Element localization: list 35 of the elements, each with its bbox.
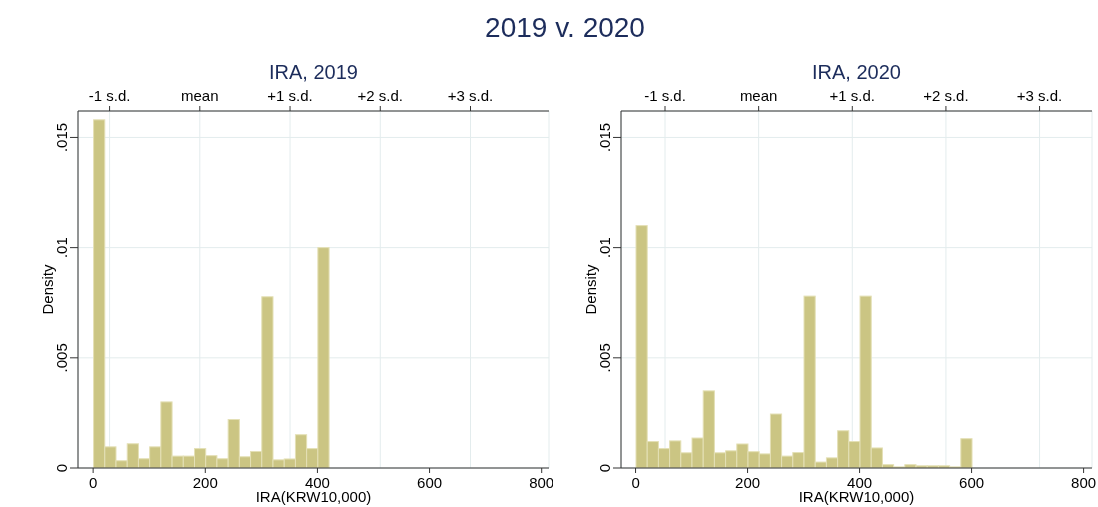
x2-tick-label: +2 s.d. [923, 87, 969, 104]
x-tick-label: 800 [529, 473, 555, 491]
y-tick-label: .005 [53, 343, 70, 373]
x-tick-label: 400 [847, 473, 873, 491]
x-tick-label: 600 [417, 473, 443, 491]
chart-title: IRA, 2020 [811, 60, 902, 85]
y-tick-label: 0 [596, 463, 613, 473]
x2-tick-label: mean [739, 87, 778, 104]
y-tick-label: .01 [53, 237, 70, 259]
x2-tick-label: +3 s.d. [447, 87, 494, 104]
x-tick-label: 600 [959, 473, 985, 491]
y-tick-label: .015 [596, 122, 613, 153]
x-tick-label: 0 [631, 473, 640, 491]
x-axis-title: IRA(KRW10,000) [798, 488, 915, 505]
x-axis-title: IRA(KRW10,000) [255, 488, 372, 505]
x-tick-label: 400 [304, 473, 330, 491]
x-tick-label: 0 [88, 473, 98, 491]
x2-tick-label: +2 s.d. [357, 87, 403, 104]
x2-tick-label: mean [181, 87, 219, 104]
y-tick-label: 0 [53, 463, 70, 473]
x-tick-label: 800 [1071, 473, 1097, 491]
x2-tick-label: -1 s.d. [644, 87, 686, 104]
text: 2019 v. 2020 [484, 11, 646, 45]
y-tick-label: .01 [596, 237, 613, 259]
x2-tick-label: -1 s.d. [88, 87, 131, 104]
x2-tick-label: +1 s.d. [829, 87, 876, 104]
chart-title: IRA, 2019 [268, 60, 359, 85]
y-tick-label: .015 [53, 122, 70, 153]
x-tick-label: 200 [735, 473, 761, 491]
x2-tick-label: +3 s.d. [1016, 87, 1063, 104]
x2-tick-label: +1 s.d. [267, 87, 313, 104]
y-tick-label: .005 [596, 343, 613, 373]
y-axis-title: Density [39, 264, 56, 315]
y-axis-title: Density [582, 264, 599, 315]
x-tick-label: 200 [192, 473, 218, 491]
